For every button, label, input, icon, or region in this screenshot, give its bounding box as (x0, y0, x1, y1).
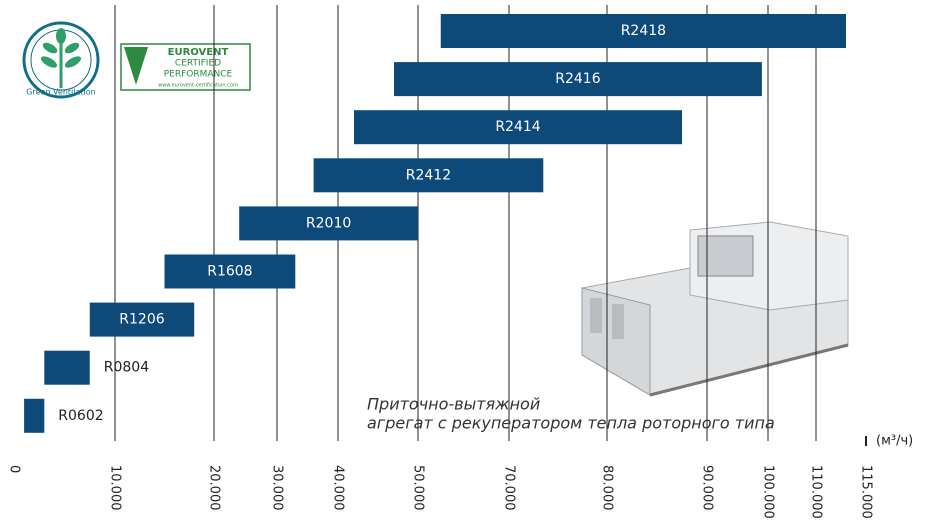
bar (164, 254, 296, 289)
bar (24, 398, 45, 433)
bar (313, 158, 544, 193)
annotation: Приточно-вытяжной (367, 395, 540, 414)
bar-label: R2010 (306, 215, 351, 231)
bar (440, 14, 846, 48)
logo-text: www.eurovent-certification.com (158, 83, 238, 89)
bar (394, 62, 762, 97)
x-tick-label: 110.000 (809, 465, 824, 519)
bar (354, 110, 682, 145)
logo-text: CERTIFIED (175, 59, 221, 69)
bar-label: R2418 (621, 23, 666, 39)
x-tick-label: 30.000 (270, 465, 285, 511)
bar (44, 350, 90, 385)
green-ventilation-logo: Green Ventilation (22, 21, 100, 99)
logo-text: EUROVENT (168, 47, 229, 58)
x-tick-label: 115.000 (859, 465, 874, 519)
x-tick-label: 10.000 (108, 465, 123, 511)
bar-label: R2412 (406, 167, 451, 183)
x-tick-label: 90.000 (700, 465, 715, 511)
x-tick-label: 100.000 (761, 465, 776, 519)
bar-label: R0804 (104, 360, 149, 376)
x-axis-unit: (м³/ч) (876, 434, 913, 449)
x-tick-label: 50.000 (411, 465, 426, 511)
x-tick-label: 70.000 (502, 465, 517, 511)
bar-label: R1206 (119, 312, 164, 328)
x-tick-label: 0 (7, 465, 22, 473)
logo-text: PERFORMANCE (164, 70, 233, 80)
x-tick-label: 80.000 (600, 465, 615, 511)
bar-label: R2414 (495, 119, 540, 135)
logo-text: Green Ventilation (26, 88, 95, 97)
x-tick-label: 40.000 (331, 465, 346, 511)
annotation: агрегат с рекуператором тепла роторного … (367, 414, 775, 433)
x-tick-label: 20.000 (207, 465, 222, 511)
bar-label: R2416 (555, 71, 600, 87)
bar (89, 302, 195, 337)
bar-label: R1608 (207, 264, 252, 280)
eurovent-logo: EUROVENT CERTIFIED PERFORMANCE www.eurov… (120, 43, 251, 91)
product-image (581, 221, 849, 397)
bar (239, 206, 418, 241)
bar-label: R0602 (58, 408, 103, 424)
